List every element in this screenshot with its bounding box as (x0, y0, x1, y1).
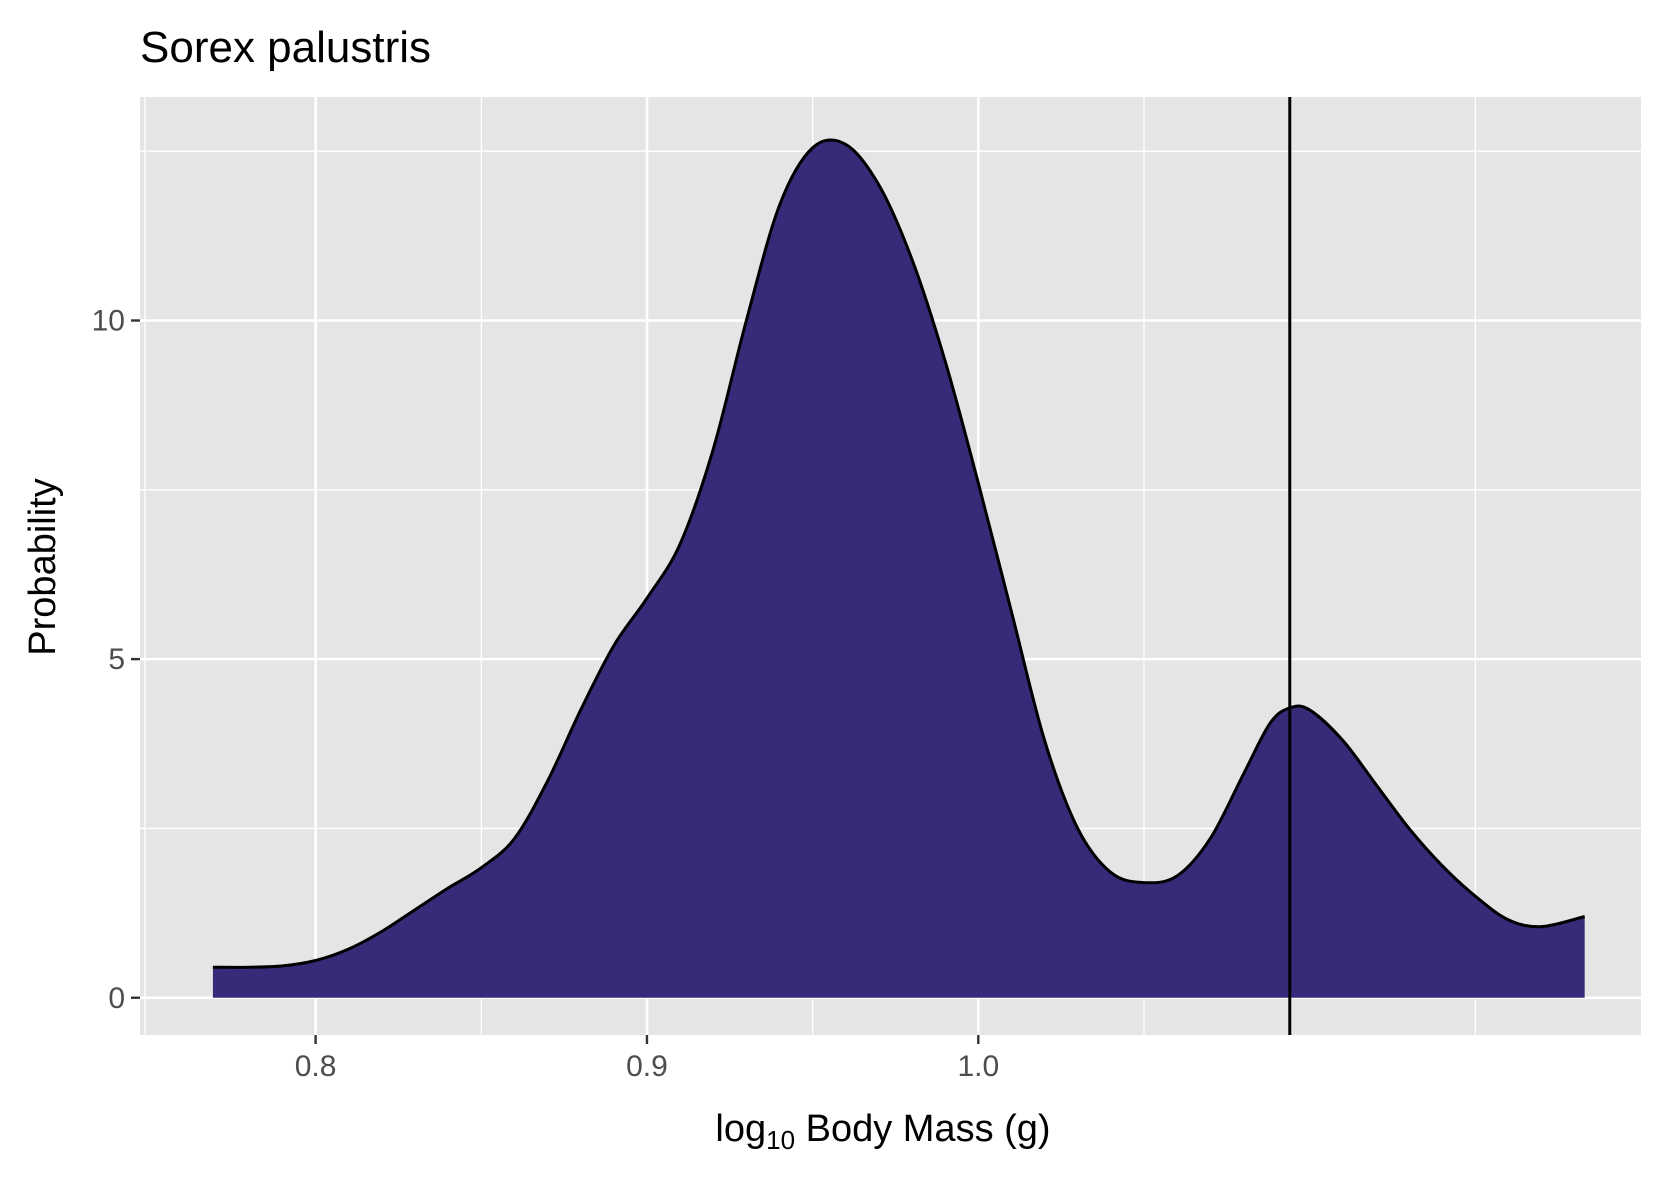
density-curve (212, 138, 1586, 969)
chart-title: Sorex palustris (140, 23, 431, 72)
y-axis-title: Probability (22, 478, 64, 655)
x-tick-label: 1.0 (957, 1050, 999, 1083)
x-axis-title-rest: Body Mass (g) (795, 1108, 1051, 1150)
x-tick-label: 0.8 (295, 1050, 337, 1083)
x-axis-title-subscript: 10 (766, 1125, 795, 1155)
x-axis-title-log: log (715, 1108, 766, 1150)
y-tick-label: 5 (108, 643, 125, 676)
y-tick-label: 0 (108, 982, 125, 1015)
y-axis: 0 5 10 (92, 304, 140, 1015)
density-area (212, 139, 1585, 998)
x-axis-title: log10 Body Mass (g) (715, 1108, 1050, 1155)
x-axis: 0.8 0.9 1.0 (295, 1035, 999, 1083)
y-tick-label: 10 (92, 304, 125, 337)
x-tick-label: 0.9 (626, 1050, 668, 1083)
